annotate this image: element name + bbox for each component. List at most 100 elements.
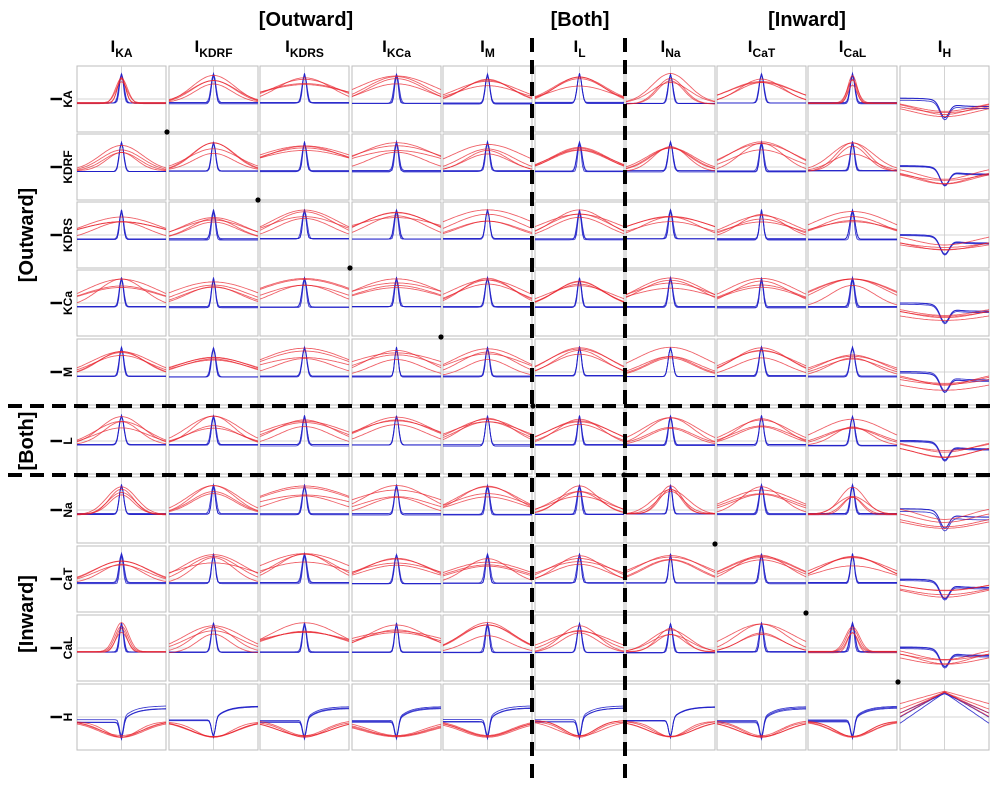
blue-trace <box>77 708 167 741</box>
red-trace <box>168 493 259 513</box>
blue-trace <box>260 345 349 377</box>
panel-r4-c4 <box>347 265 442 337</box>
column-header-sub: CaT <box>753 46 776 60</box>
blue-trace <box>626 623 715 653</box>
red-trace <box>168 284 259 298</box>
panel-r8-c1 <box>76 545 167 613</box>
panel-r1-c1 <box>76 65 167 133</box>
row-header-kdrs: KDRSI <box>47 218 75 252</box>
blue-trace <box>77 413 166 446</box>
red-trace <box>351 557 442 575</box>
red-trace <box>626 80 715 105</box>
blue-trace <box>352 622 441 653</box>
row-header-main: I <box>47 508 66 513</box>
red-trace <box>899 106 990 114</box>
red-trace <box>807 722 898 738</box>
red-trace <box>899 588 990 596</box>
blue-trace <box>443 415 532 446</box>
row-header-ka: KAI <box>47 90 75 108</box>
red-trace <box>442 279 533 300</box>
red-trace <box>625 147 716 169</box>
red-trace <box>442 80 533 96</box>
blue-trace <box>900 580 989 601</box>
panel-r1-c8 <box>716 65 807 133</box>
blue-trace <box>626 209 715 240</box>
red-trace <box>259 426 350 442</box>
panel-r7-c1 <box>76 476 167 544</box>
blue-trace <box>717 622 806 652</box>
red-trace <box>899 653 990 661</box>
red-trace <box>899 653 990 665</box>
panel-r5-c6 <box>534 338 625 406</box>
red-trace <box>76 221 167 230</box>
red-trace <box>625 628 716 653</box>
panel-r9-c8 <box>716 614 807 682</box>
red-trace <box>442 421 533 438</box>
panel-r6-c2 <box>168 407 259 475</box>
red-trace <box>76 563 167 582</box>
blue-trace <box>352 208 441 240</box>
panel-r2-c10 <box>899 133 990 201</box>
red-trace <box>442 213 533 229</box>
red-trace <box>259 553 350 574</box>
red-trace <box>259 495 350 508</box>
red-trace <box>77 76 166 105</box>
row-header-sub: KDRF <box>61 150 75 183</box>
red-trace <box>259 419 350 437</box>
row-header-sub: M <box>61 367 75 377</box>
blue-trace <box>808 208 897 240</box>
blue-trace <box>169 553 258 584</box>
blue-trace <box>260 415 349 445</box>
column-header-na: INa <box>660 37 680 60</box>
red-trace <box>716 489 807 505</box>
red-trace <box>168 555 259 578</box>
red-trace <box>807 220 898 232</box>
red-trace <box>168 83 259 103</box>
red-trace <box>351 723 442 736</box>
red-trace <box>807 358 898 373</box>
red-trace <box>899 244 990 250</box>
red-trace <box>442 724 533 738</box>
panel-r6-c1 <box>76 407 167 475</box>
red-trace <box>625 279 716 298</box>
red-trace <box>625 555 716 573</box>
red-trace <box>534 216 625 235</box>
blue-trace <box>260 209 349 240</box>
red-trace <box>351 282 442 292</box>
red-trace <box>442 558 533 581</box>
panel-r3-c6 <box>534 201 625 269</box>
red-trace <box>351 285 442 296</box>
red-trace <box>76 721 167 738</box>
red-trace <box>351 217 442 226</box>
blue-trace <box>535 277 624 308</box>
diagonal-dot <box>712 541 718 547</box>
column-header-main: I <box>839 37 844 56</box>
panel-r7-c2 <box>168 476 259 544</box>
column-header-sub: Na <box>665 46 681 60</box>
red-trace <box>259 487 350 498</box>
panel-r8-c8 <box>712 541 807 613</box>
row-header-sub: CaT <box>61 567 75 590</box>
red-trace <box>807 565 898 576</box>
red-trace <box>442 561 533 574</box>
red-trace <box>259 561 350 572</box>
blue-trace <box>717 415 806 445</box>
blue-trace <box>443 483 532 515</box>
red-trace <box>168 217 259 233</box>
blue-trace <box>808 553 897 583</box>
panel-r7-c3 <box>259 476 350 544</box>
red-trace <box>625 277 716 296</box>
red-trace <box>351 485 442 505</box>
panel-r5-c5 <box>438 334 533 406</box>
red-trace <box>351 424 442 440</box>
row-header-sub: L <box>61 437 75 444</box>
red-trace <box>807 495 898 516</box>
row-header-cat: CaTI <box>47 567 75 590</box>
blue-trace <box>443 416 532 447</box>
red-trace <box>899 584 990 591</box>
red-trace <box>76 420 167 441</box>
panel-r5-c4 <box>351 338 442 406</box>
red-trace <box>76 145 167 169</box>
blue-trace <box>169 277 258 307</box>
red-trace <box>351 420 442 433</box>
